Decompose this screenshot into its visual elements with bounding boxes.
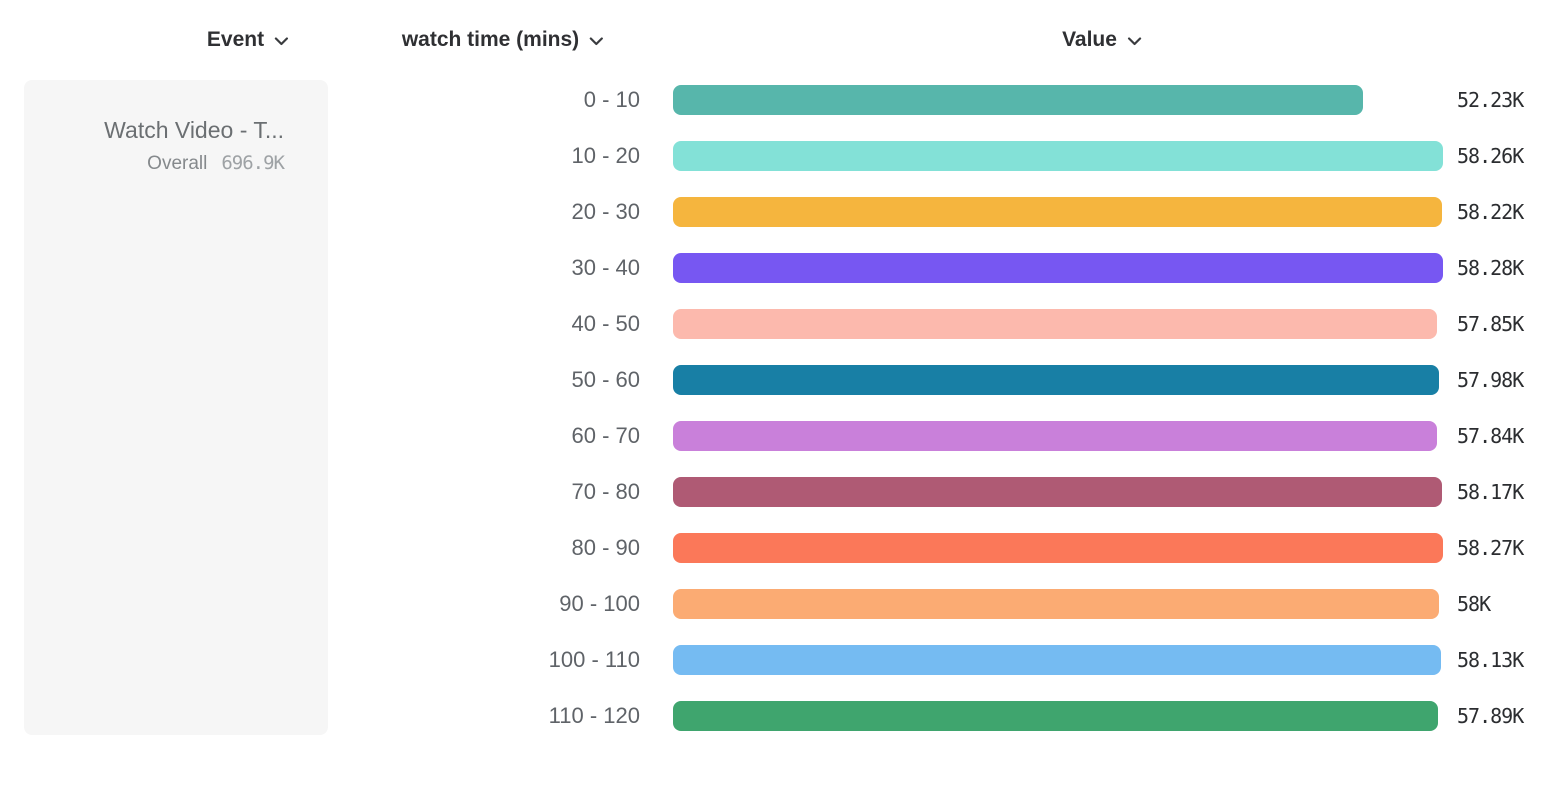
row-category-label: 80 - 90	[571, 535, 641, 560]
bar-track	[673, 477, 1443, 507]
bar-value-label: 58.28K	[1457, 256, 1524, 280]
row-category-label: 10 - 20	[571, 143, 641, 168]
value-column-header[interactable]: Value	[1062, 28, 1142, 52]
bar[interactable]	[673, 589, 1440, 619]
chart-row: 60 - 70 57.84K	[0, 408, 1568, 464]
bar-track	[673, 533, 1443, 563]
breakdown-column-header[interactable]: watch time (mins)	[402, 28, 604, 52]
bar-track	[673, 645, 1443, 675]
row-category-label: 100 - 110	[548, 647, 640, 672]
breakdown-column-label: watch time (mins)	[401, 28, 580, 51]
row-category-label: 20 - 30	[571, 199, 641, 224]
bar[interactable]	[673, 365, 1440, 395]
chart-row: 90 - 100 58K	[0, 576, 1568, 632]
bar-track	[673, 253, 1443, 283]
row-category-label: 90 - 100	[559, 591, 640, 616]
row-category-label: 0 - 10	[583, 87, 640, 112]
event-column-header[interactable]: Event	[207, 28, 289, 52]
bar-track	[673, 701, 1443, 731]
chevron-down-icon	[274, 37, 289, 46]
bar-value-label: 57.85K	[1457, 312, 1524, 336]
row-category-label: 70 - 80	[571, 479, 641, 504]
chart-row: 30 - 40 58.28K	[0, 240, 1568, 296]
bar[interactable]	[673, 197, 1443, 227]
chart-row: 80 - 90 58.27K	[0, 520, 1568, 576]
bar[interactable]	[673, 645, 1442, 675]
chart-row: 110 - 120 57.89K	[0, 688, 1568, 744]
row-category-label: 40 - 50	[571, 311, 641, 336]
chart-row: 20 - 30 58.22K	[0, 184, 1568, 240]
event-card[interactable]: Watch Video - T... Overall 696.9K	[24, 80, 328, 735]
bar-track	[673, 309, 1443, 339]
event-name: Watch Video - T...	[104, 117, 284, 143]
bar-value-label: 58K	[1457, 592, 1491, 616]
bar[interactable]	[673, 477, 1442, 507]
row-category-label: 60 - 70	[571, 423, 641, 448]
bar[interactable]	[673, 421, 1438, 451]
bar-track	[673, 85, 1443, 115]
bar-track	[673, 589, 1443, 619]
event-column-label: Event	[206, 28, 265, 51]
chart-row: 70 - 80 58.17K	[0, 464, 1568, 520]
bar-value-label: 52.23K	[1457, 88, 1524, 112]
chart-row: 50 - 60 57.98K	[0, 352, 1568, 408]
bar-value-label: 58.17K	[1457, 480, 1524, 504]
row-category-label: 50 - 60	[571, 367, 641, 392]
row-category-label: 30 - 40	[571, 255, 641, 280]
row-category-label: 110 - 120	[548, 703, 640, 728]
bar-track	[673, 365, 1443, 395]
value-column-label: Value	[1062, 28, 1117, 51]
bar-value-label: 58.27K	[1457, 536, 1524, 560]
overall-value: 696.9K	[221, 151, 285, 174]
bar[interactable]	[673, 309, 1438, 339]
chart-row: 0 - 10 52.23K	[0, 72, 1568, 128]
chart-row: 40 - 50 57.85K	[0, 296, 1568, 352]
event-overall-row: Overall 696.9K	[40, 151, 285, 175]
bar-track	[673, 197, 1443, 227]
bar-value-label: 57.98K	[1457, 368, 1524, 392]
bar[interactable]	[673, 533, 1443, 563]
bar-value-label: 58.26K	[1457, 144, 1524, 168]
bar[interactable]	[673, 141, 1443, 171]
chevron-down-icon	[589, 37, 604, 46]
bar[interactable]	[673, 253, 1443, 283]
bar-chart: 0 - 10 52.23K 10 - 20 58.26K 20 - 30 58.…	[0, 72, 1568, 744]
bar-value-label: 57.89K	[1457, 704, 1524, 728]
bar-value-label: 58.22K	[1457, 200, 1524, 224]
bar[interactable]	[673, 701, 1438, 731]
chevron-down-icon	[1127, 37, 1142, 46]
bar-track	[673, 421, 1443, 451]
overall-label: Overall	[147, 152, 208, 174]
bar[interactable]	[673, 85, 1364, 115]
bar-value-label: 58.13K	[1457, 648, 1524, 672]
chart-row: 100 - 110 58.13K	[0, 632, 1568, 688]
chart-row: 10 - 20 58.26K	[0, 128, 1568, 184]
bar-track	[673, 141, 1443, 171]
bar-value-label: 57.84K	[1457, 424, 1524, 448]
